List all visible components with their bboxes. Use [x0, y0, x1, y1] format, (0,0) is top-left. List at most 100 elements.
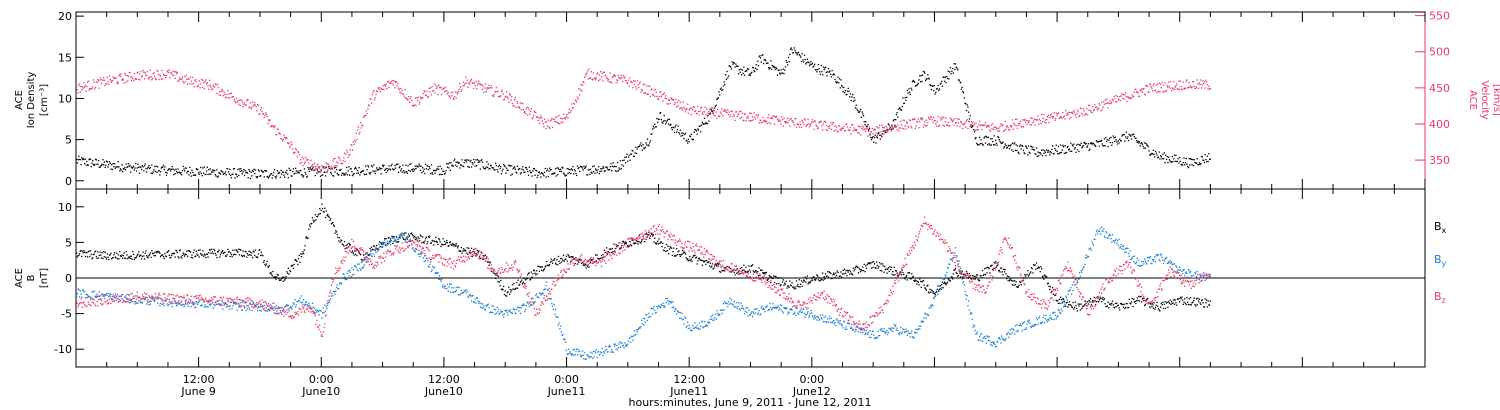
velocity-point — [1181, 89, 1184, 91]
ion-density-point — [875, 142, 877, 144]
ion-density-point — [564, 175, 566, 177]
velocity-point — [609, 72, 611, 74]
bx-point — [1029, 272, 1031, 274]
bx-point — [764, 273, 766, 275]
bx-point — [184, 255, 186, 257]
ion-density-point — [1098, 141, 1100, 143]
velocity-point — [1079, 115, 1081, 117]
bx-point — [946, 281, 949, 283]
ion-density-point — [1024, 152, 1026, 155]
bx-point — [1042, 275, 1044, 277]
velocity-point — [666, 103, 668, 105]
ion-density-point — [1035, 147, 1038, 149]
bx-point — [998, 270, 1000, 272]
ion-density-point — [94, 163, 96, 166]
bx-point — [670, 247, 672, 249]
velocity-point — [1141, 91, 1144, 93]
bx-point — [1089, 301, 1091, 303]
bx-point — [1070, 304, 1072, 306]
bx-point — [847, 271, 849, 273]
velocity-point — [646, 85, 648, 87]
ion-density-point — [164, 166, 166, 168]
ion-density-point — [433, 169, 435, 172]
bx-point — [214, 249, 216, 252]
ion-density-point — [871, 137, 873, 139]
bx-point — [268, 266, 270, 268]
velocity-point — [735, 111, 738, 113]
velocity-point — [627, 82, 629, 84]
bx-point — [1084, 303, 1086, 306]
velocity-point — [1188, 81, 1190, 84]
bx-point — [613, 243, 615, 245]
bx-point — [1207, 300, 1209, 302]
ion-density-point — [1055, 144, 1057, 146]
bx-point — [1150, 303, 1152, 305]
bx-point — [1050, 291, 1052, 294]
bx-point — [1201, 299, 1203, 301]
ion-density-point — [397, 163, 399, 165]
velocity-point — [106, 76, 108, 79]
ion-density-point — [597, 166, 600, 168]
ion-density-point — [210, 173, 212, 175]
field-tick-label: -5 — [61, 308, 72, 321]
ion-density-point — [881, 136, 883, 138]
time-tick-label: 12:00 — [673, 373, 705, 386]
bx-point — [1164, 301, 1166, 303]
velocity-point — [761, 122, 763, 124]
ion-density-point — [660, 112, 662, 114]
velocity-point — [533, 115, 535, 117]
velocity-point — [1162, 91, 1164, 93]
bx-point — [565, 255, 568, 257]
ion-density-point — [467, 166, 469, 168]
bx-point — [438, 239, 441, 241]
velocity-point — [816, 125, 818, 128]
ion-density-point — [918, 79, 920, 81]
ion-density-point — [838, 78, 841, 80]
velocity-point — [1189, 85, 1192, 87]
bx-point — [985, 267, 987, 269]
ion-density-point — [1159, 158, 1161, 160]
ion-density-point — [613, 166, 615, 168]
velocity-point — [794, 117, 796, 120]
velocity-point — [446, 93, 449, 95]
bx-point — [204, 254, 206, 256]
ion-density-point — [1029, 152, 1031, 154]
bx-point — [449, 242, 451, 244]
velocity-point — [538, 122, 541, 124]
velocity-point — [227, 97, 230, 99]
velocity-point — [227, 90, 229, 92]
bx-point — [692, 256, 694, 259]
velocity-point — [840, 129, 842, 131]
bx-point — [910, 278, 912, 280]
ion-density-point — [661, 121, 663, 123]
ion-density-point — [216, 176, 219, 178]
ion-density-point — [971, 125, 973, 128]
bx-point — [1059, 302, 1061, 305]
ion-density-point — [912, 79, 914, 82]
bx-point — [689, 259, 692, 262]
velocity-point — [806, 124, 808, 126]
velocity-point — [938, 124, 941, 126]
ion-density-point — [538, 171, 541, 173]
bx-point — [321, 203, 323, 205]
ion-density-point — [288, 167, 290, 169]
ion-density-point — [690, 133, 692, 135]
ion-density-point — [896, 112, 898, 114]
ion-density-point — [281, 173, 283, 175]
velocity-point — [485, 91, 487, 93]
ion-density-point — [239, 170, 241, 172]
velocity-point — [357, 129, 359, 131]
bx-point — [592, 257, 595, 259]
ion-density-point — [197, 168, 199, 171]
ion-density-point — [839, 87, 841, 89]
bx-point — [462, 248, 465, 250]
bx-point — [410, 233, 412, 235]
velocity-point — [1166, 85, 1168, 87]
velocity-point — [681, 107, 683, 110]
bx-point — [866, 264, 868, 266]
ion-density-point — [822, 74, 824, 76]
velocity-point — [187, 83, 189, 85]
ion-density-point — [274, 176, 276, 178]
ion-density-point — [657, 121, 659, 123]
bx-point — [82, 252, 84, 254]
